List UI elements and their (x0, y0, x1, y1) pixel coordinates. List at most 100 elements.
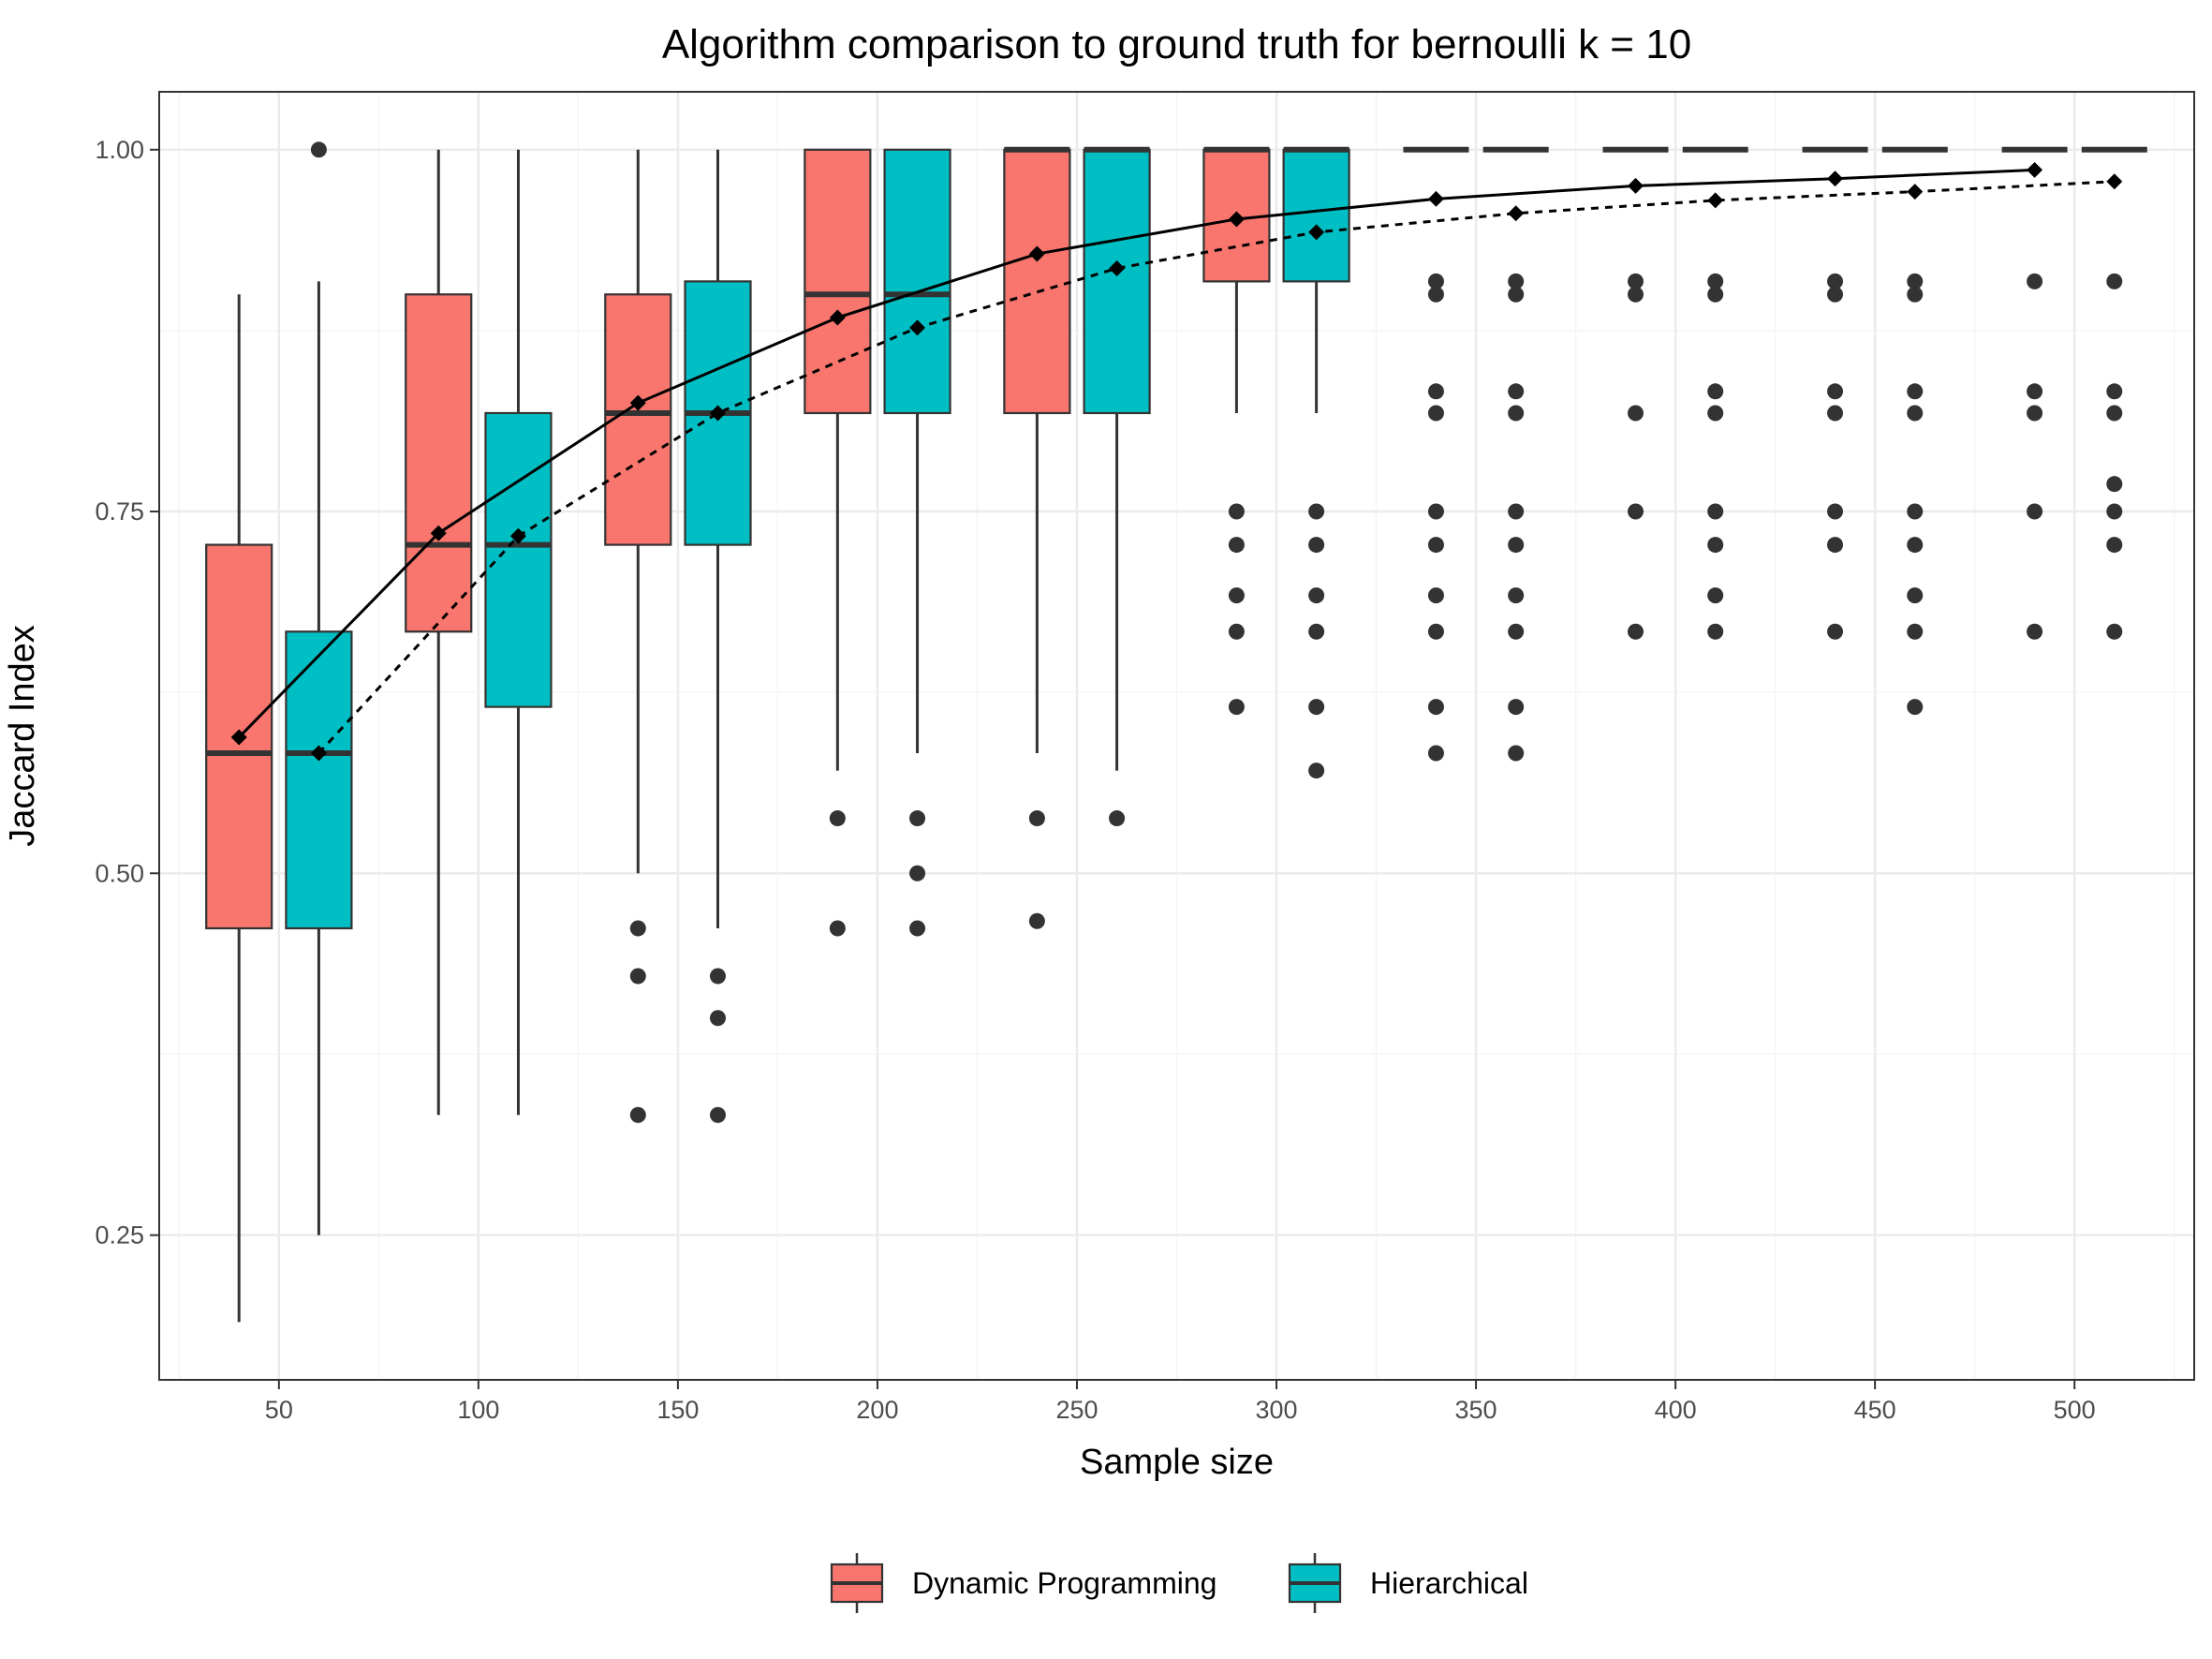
mean-marker-hier (310, 745, 327, 762)
outlier-point (2106, 383, 2123, 400)
outlier-point (1907, 537, 1924, 554)
panel-border (158, 91, 2195, 1381)
x-axis-title: Sample size (1080, 1443, 1274, 1482)
outlier-point (2106, 503, 2123, 520)
outlier-point (1627, 286, 1644, 303)
mean-marker-hier (1707, 192, 1724, 209)
mean-marker-dp (629, 394, 646, 411)
outlier-point (1228, 699, 1245, 716)
y-tick-label: 0.75 (95, 497, 144, 526)
mean-marker-dp (230, 729, 247, 746)
outlier-point (1427, 623, 1444, 640)
box-hier-310 (1282, 146, 1350, 779)
outlier-point (1707, 286, 1724, 303)
outlier-point (1907, 699, 1924, 716)
mean-marker-hier (1508, 205, 1525, 222)
outlier-point (1508, 699, 1525, 716)
mean-marker-dp (1628, 177, 1644, 194)
box-hier-260 (1083, 146, 1151, 827)
box-body (604, 293, 672, 546)
outlier-point (1427, 383, 1444, 400)
mean-marker-dp (1427, 190, 1444, 207)
outlier-point (1707, 405, 1724, 422)
outlier-point (1109, 810, 1126, 827)
box-hier-160 (684, 149, 752, 1123)
box-hier-60 (285, 141, 353, 1236)
outlier-point (1827, 273, 1844, 289)
legend-item-hier: Hierarchical (1288, 1553, 1528, 1613)
outlier-point (1508, 623, 1525, 640)
outlier-point (1827, 405, 1844, 422)
box-dp-190 (804, 148, 872, 937)
outlier-point (1427, 273, 1444, 289)
box-hier-460 (1881, 146, 1948, 716)
outlier-point (1427, 503, 1444, 520)
outlier-point (1427, 405, 1444, 422)
mean-marker-dp (829, 309, 846, 326)
outlier-point (909, 920, 926, 937)
outlier-point (1308, 537, 1325, 554)
box-body (804, 148, 872, 415)
mean-marker-hier (1907, 184, 1924, 200)
outlier-point (1707, 587, 1724, 604)
outlier-point (1907, 286, 1924, 303)
outlier-point (1308, 699, 1325, 716)
box-hier-360 (1482, 146, 1549, 762)
outlier-point (1907, 405, 1924, 422)
legend-item-dp: Dynamic Programming (830, 1553, 1217, 1613)
legend: Dynamic Programming Hierarchical (830, 1553, 1528, 1613)
outlier-point (1707, 383, 1724, 400)
outlier-point (1827, 503, 1844, 520)
outlier-point (1707, 623, 1724, 640)
outlier-point (629, 920, 646, 937)
outlier-point (829, 810, 846, 827)
mean-marker-dp (430, 525, 447, 541)
outlier-point (1827, 286, 1844, 303)
outlier-point (310, 141, 327, 158)
box-body (1282, 148, 1350, 283)
box-body (484, 411, 553, 708)
outlier-point (1827, 623, 1844, 640)
outlier-point (710, 1106, 727, 1123)
outlier-point (1508, 273, 1525, 289)
outlier-point (2106, 405, 2123, 422)
outlier-point (1228, 537, 1245, 554)
box-dp-440 (1802, 146, 1868, 640)
outlier-point (1707, 537, 1724, 554)
box-hier-410 (1682, 146, 1748, 640)
outlier-point (1707, 273, 1724, 289)
box-dp-240 (1003, 146, 1071, 929)
outlier-point (1907, 587, 1924, 604)
box-body (405, 293, 473, 633)
outlier-point (2027, 383, 2043, 400)
outlier-point (1508, 383, 1525, 400)
x-tick-label: 350 (1455, 1396, 1497, 1424)
outlier-point (1308, 763, 1325, 779)
outlier-point (710, 968, 727, 985)
box-body (1003, 148, 1071, 415)
chart-title: Algorithm comparison to ground truth for… (662, 22, 1691, 67)
y-tick-label: 0.25 (95, 1222, 144, 1250)
box-body (285, 630, 353, 930)
mean-marker-hier (710, 405, 726, 422)
legend-label: Dynamic Programming (912, 1566, 1217, 1600)
legend-label: Hierarchical (1370, 1566, 1528, 1600)
x-tick-label: 400 (1655, 1396, 1697, 1424)
outlier-point (1308, 623, 1325, 640)
outlier-point (2027, 273, 2043, 289)
outlier-point (1427, 699, 1444, 716)
mean-line-dp (238, 168, 2035, 739)
grid-lines (159, 92, 2194, 1380)
box-dp-140 (604, 149, 672, 1123)
outlier-point (1508, 405, 1525, 422)
box-dp-490 (2001, 146, 2068, 640)
x-tick-label: 150 (656, 1396, 699, 1424)
outlier-point (1508, 503, 1525, 520)
box-hier-110 (484, 149, 553, 1116)
box-body (1083, 148, 1151, 415)
outlier-point (2027, 623, 2043, 640)
outlier-point (1427, 587, 1444, 604)
x-tick-label: 100 (457, 1396, 499, 1424)
outlier-point (1508, 745, 1525, 762)
outlier-point (1427, 745, 1444, 762)
